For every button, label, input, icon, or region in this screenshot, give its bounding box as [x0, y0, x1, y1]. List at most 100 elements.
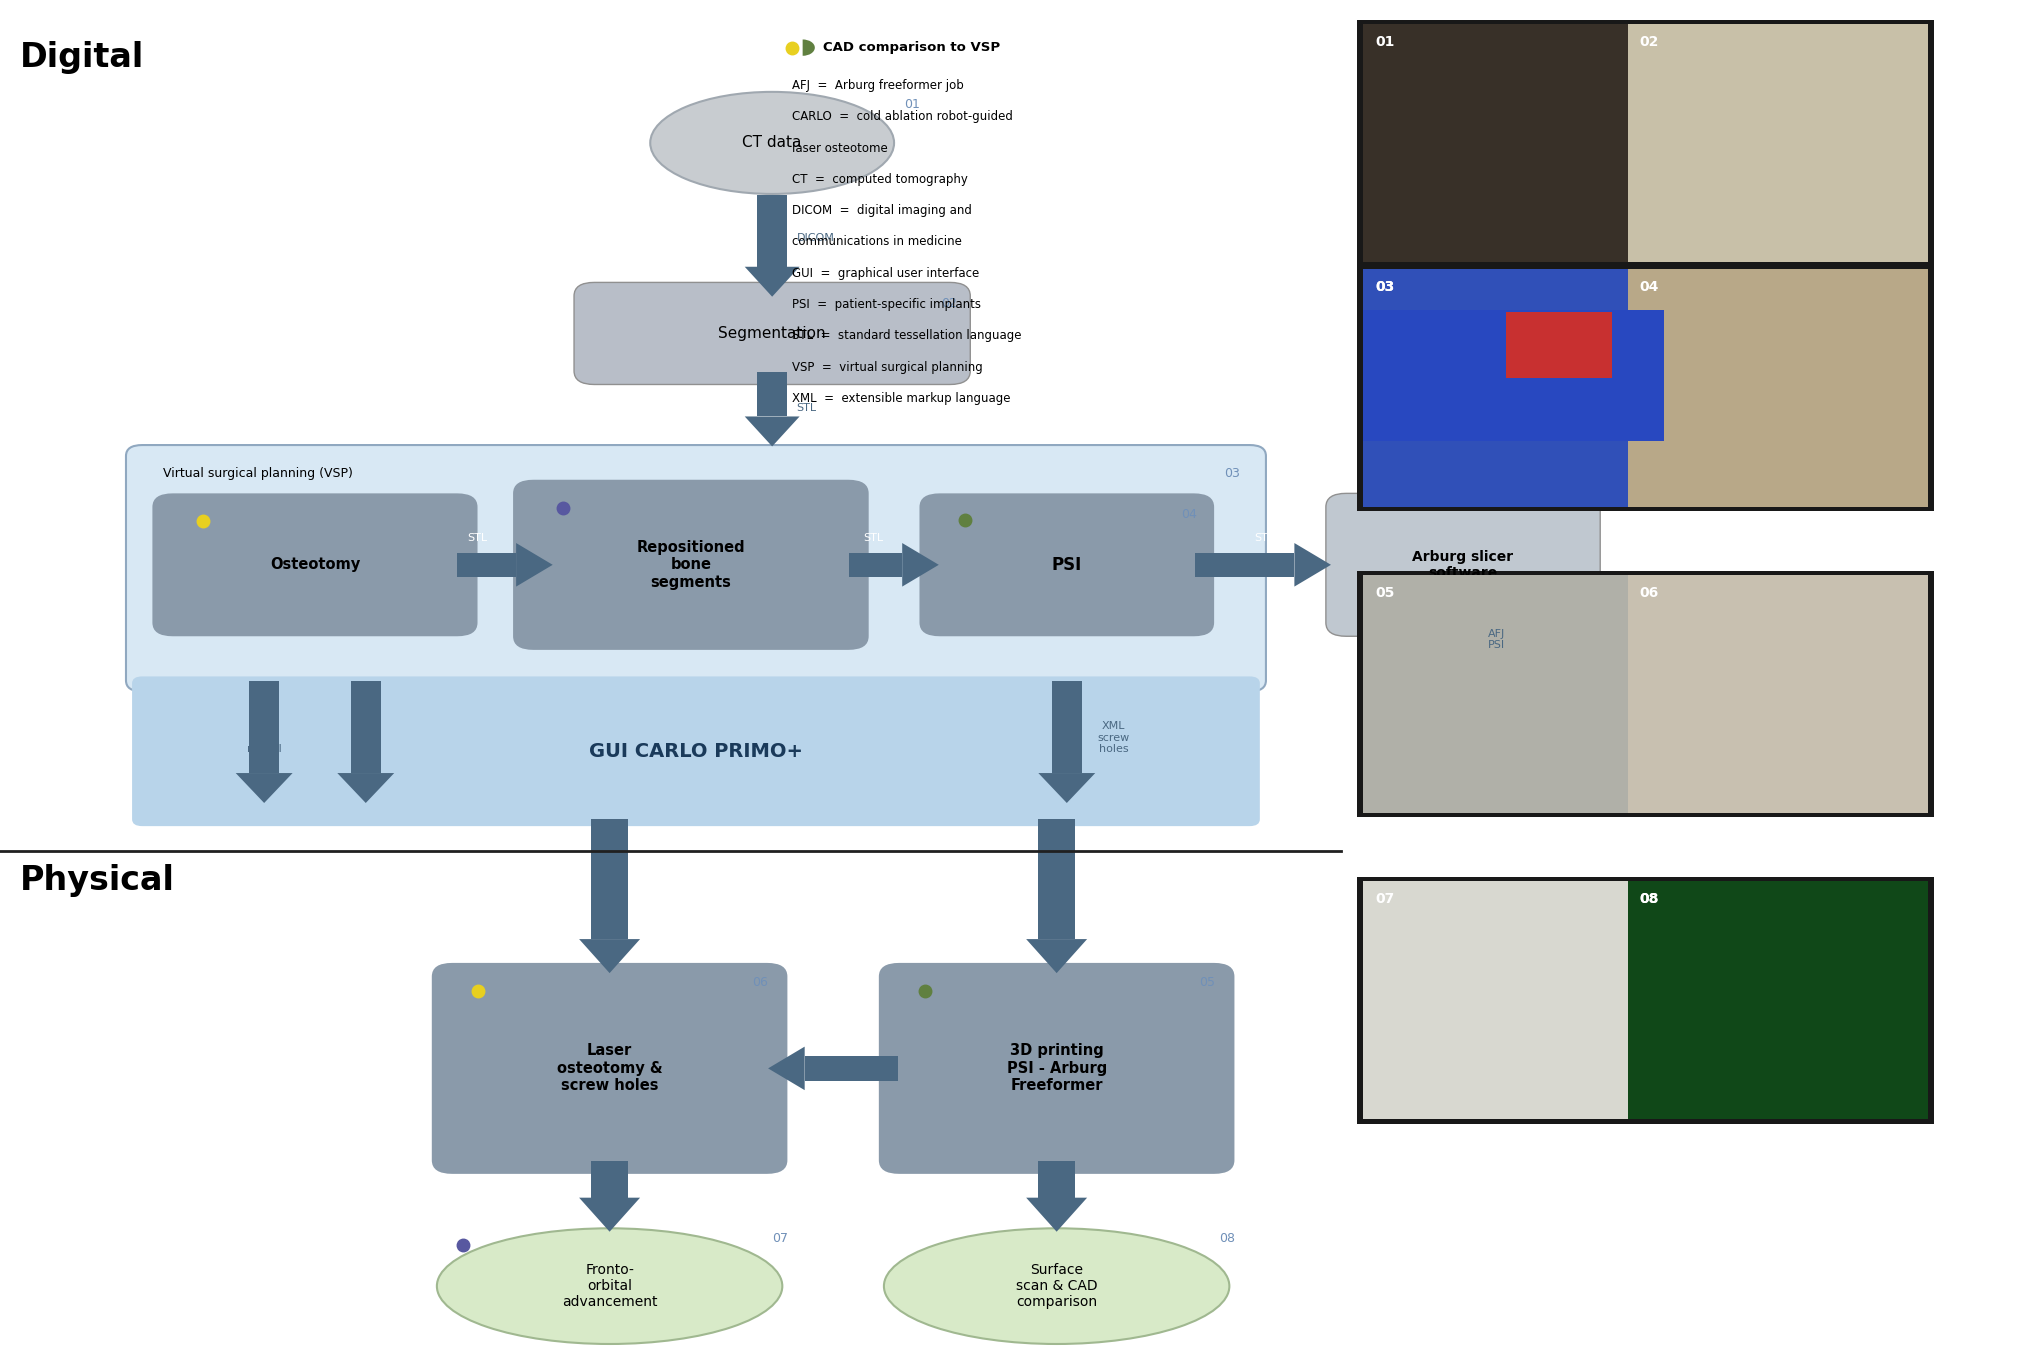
Bar — [1447, 623, 1477, 653]
Wedge shape — [803, 39, 815, 56]
Polygon shape — [902, 543, 939, 587]
Bar — [248, 680, 280, 773]
Text: PSI: PSI — [1053, 555, 1081, 574]
Polygon shape — [744, 416, 799, 446]
Text: XML  =  extensible markup language: XML = extensible markup language — [792, 392, 1012, 406]
Bar — [1357, 878, 1670, 1124]
Bar — [1628, 269, 1928, 508]
Polygon shape — [1294, 543, 1331, 587]
Text: Segmentation: Segmentation — [719, 325, 825, 342]
Bar — [1357, 572, 1670, 817]
Polygon shape — [337, 773, 394, 803]
Bar — [1053, 680, 1083, 773]
Text: Arburg slicer
software: Arburg slicer software — [1412, 550, 1514, 580]
Text: DICOM  =  digital imaging and: DICOM = digital imaging and — [792, 204, 973, 218]
Text: 04: 04 — [1181, 508, 1197, 521]
Bar — [1357, 19, 1670, 267]
Bar — [805, 1056, 898, 1081]
FancyBboxPatch shape — [152, 494, 478, 637]
Text: AFJ  =  Arburg freeformer job: AFJ = Arburg freeformer job — [792, 79, 965, 93]
Polygon shape — [744, 267, 799, 297]
Text: 07: 07 — [772, 1232, 788, 1245]
Bar — [1622, 572, 1934, 817]
Text: 06: 06 — [1640, 585, 1658, 600]
Bar — [1038, 819, 1075, 939]
Bar — [1628, 24, 1928, 263]
Text: Surface
scan & CAD
comparison: Surface scan & CAD comparison — [1016, 1263, 1097, 1309]
FancyBboxPatch shape — [512, 480, 870, 651]
FancyBboxPatch shape — [573, 283, 969, 384]
FancyBboxPatch shape — [126, 445, 1266, 691]
Text: 03: 03 — [1376, 280, 1394, 294]
Text: STL: STL — [864, 534, 884, 543]
Bar — [591, 1161, 628, 1198]
Text: GUI  =  graphical user interface: GUI = graphical user interface — [792, 267, 979, 280]
Text: communications in medicine: communications in medicine — [792, 235, 963, 249]
Bar — [1622, 878, 1934, 1124]
Polygon shape — [1026, 1198, 1087, 1232]
Text: 02: 02 — [941, 297, 957, 310]
Bar — [1363, 576, 1664, 814]
Bar — [1628, 882, 1928, 1119]
Text: STL: STL — [467, 534, 488, 543]
Text: 03: 03 — [1223, 467, 1240, 480]
Bar — [849, 553, 902, 577]
Bar — [1363, 310, 1664, 441]
Bar — [756, 372, 788, 416]
Text: 08: 08 — [1640, 893, 1660, 906]
Polygon shape — [768, 1047, 805, 1090]
Polygon shape — [579, 939, 640, 973]
FancyBboxPatch shape — [878, 964, 1233, 1173]
Text: VSP  =  virtual surgical planning: VSP = virtual surgical planning — [792, 361, 983, 374]
Text: CT data: CT data — [742, 135, 803, 151]
Bar — [1628, 576, 1928, 814]
Text: CT  =  computed tomography: CT = computed tomography — [792, 173, 969, 186]
Bar — [1195, 553, 1294, 577]
Polygon shape — [1435, 653, 1491, 683]
Text: STL: STL — [797, 403, 817, 414]
Text: CAD comparison to VSP: CAD comparison to VSP — [823, 41, 1000, 54]
FancyBboxPatch shape — [1325, 494, 1601, 637]
Text: 08: 08 — [1219, 1232, 1235, 1245]
Text: XML
screw
holes: XML screw holes — [1097, 721, 1130, 754]
Text: Physical: Physical — [20, 864, 175, 897]
Bar — [1363, 269, 1664, 508]
Text: 05: 05 — [1376, 585, 1396, 600]
Text: Digital: Digital — [20, 41, 144, 73]
Text: 08: 08 — [1640, 893, 1660, 906]
Text: Fronto-
orbital
advancement: Fronto- orbital advancement — [563, 1263, 656, 1309]
Text: Laser
osteotomy &
screw holes: Laser osteotomy & screw holes — [557, 1044, 662, 1093]
Bar — [1622, 19, 1934, 267]
Text: PSI  =  patient-specific implants: PSI = patient-specific implants — [792, 298, 981, 312]
Ellipse shape — [437, 1228, 782, 1345]
Text: 3D printing
PSI - Arburg
Freeformer: 3D printing PSI - Arburg Freeformer — [1006, 1044, 1107, 1093]
Ellipse shape — [650, 93, 894, 193]
Text: 01: 01 — [904, 98, 920, 112]
Polygon shape — [236, 773, 293, 803]
Bar — [1363, 24, 1664, 263]
Text: STL  =  standard tessellation language: STL = standard tessellation language — [792, 329, 1022, 343]
Bar — [1038, 1161, 1075, 1198]
Bar — [591, 819, 628, 939]
FancyBboxPatch shape — [132, 676, 1260, 826]
Bar — [1363, 882, 1664, 1119]
Text: GUI CARLO PRIMO+: GUI CARLO PRIMO+ — [589, 742, 803, 761]
Text: Repositioned
bone
segments: Repositioned bone segments — [636, 540, 746, 589]
Text: 04: 04 — [1640, 280, 1660, 294]
Ellipse shape — [884, 1228, 1229, 1345]
Text: XML
laser
cuts: XML laser cuts — [352, 721, 380, 754]
Bar — [350, 680, 382, 773]
Text: Virtual surgical planning (VSP): Virtual surgical planning (VSP) — [163, 467, 352, 480]
Text: 07: 07 — [1376, 893, 1394, 906]
Bar — [1506, 312, 1611, 378]
Polygon shape — [1026, 939, 1087, 973]
Text: STL
skull
model: STL skull model — [246, 721, 282, 754]
Bar — [1357, 265, 1670, 512]
Text: 02: 02 — [1640, 35, 1660, 49]
Text: 01: 01 — [1376, 35, 1396, 49]
Polygon shape — [579, 1198, 640, 1232]
Text: DICOM: DICOM — [797, 233, 835, 244]
Text: laser osteotome: laser osteotome — [792, 142, 888, 155]
Text: 06: 06 — [752, 976, 768, 989]
Text: Osteotomy: Osteotomy — [270, 557, 360, 573]
